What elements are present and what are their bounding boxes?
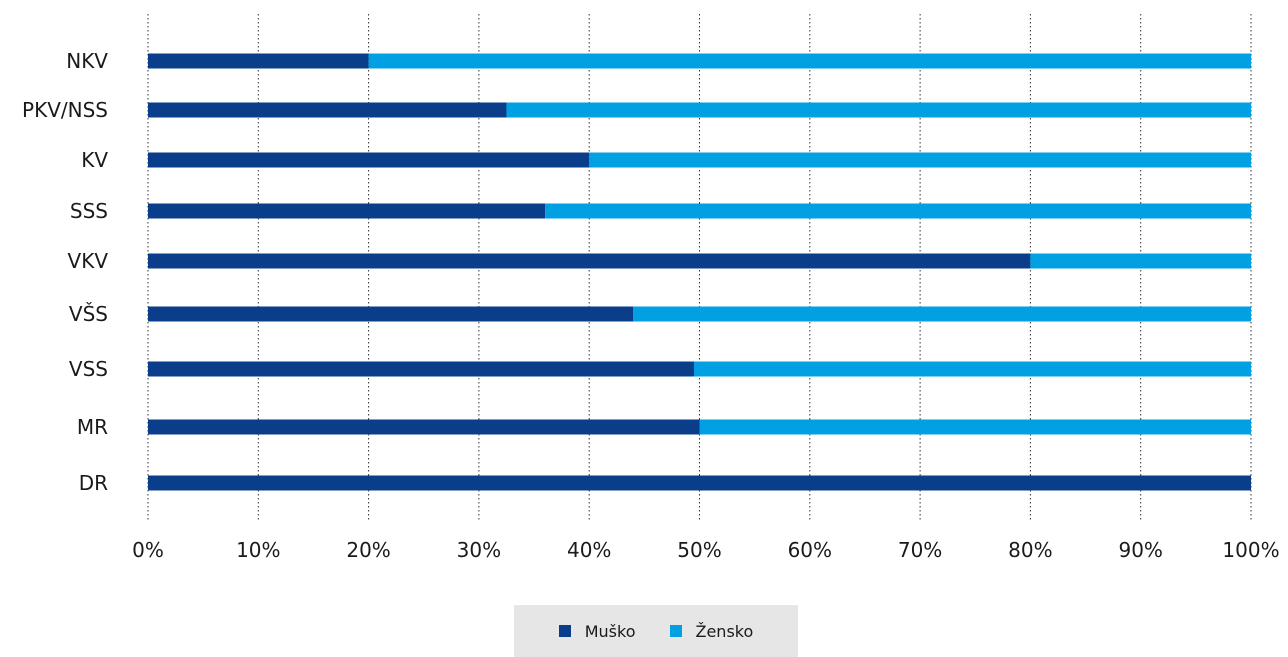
bar-female-nkv (368, 53, 1252, 69)
category-label: SSS (70, 199, 108, 223)
legend-swatch-male (558, 625, 571, 637)
bar-male-vs (148, 306, 634, 322)
category-label: KV (81, 148, 108, 172)
x-tick-label: 30% (457, 538, 501, 562)
category-label: VSS (69, 357, 108, 381)
legend-swatch-female (669, 625, 682, 637)
bar-male-dr (148, 475, 1251, 491)
bar-female-vkv (1030, 253, 1251, 269)
category-labels: NKV PKV/NSS KV SSS VKV VŠS VSS MR DR (22, 49, 108, 495)
category-label: MR (77, 415, 108, 439)
legend-item-male: Muško (558, 621, 636, 641)
category-label: DR (79, 471, 108, 495)
bar-female-vs (633, 306, 1251, 322)
legend-label-female: Žensko (695, 621, 754, 641)
bar-female-kv (589, 152, 1251, 168)
bar-male-mr (148, 419, 700, 435)
category-label: VKV (68, 249, 109, 273)
x-tick-label: 0% (132, 538, 164, 562)
x-tick-label: 50% (677, 538, 721, 562)
bar-female-sss (545, 203, 1251, 219)
bar-male-vss (148, 361, 694, 377)
bar-female-pkvnss (506, 102, 1252, 118)
legend-item-female: Žensko (669, 621, 754, 641)
x-tick-label: 80% (1008, 538, 1052, 562)
x-tick-label: 100% (1222, 538, 1279, 562)
x-tick-label: 40% (567, 538, 611, 562)
x-tick-labels: 0% 10% 20% 30% 40% 50% 60% 70% 80% 90% 100% (132, 538, 1279, 562)
bar-female-mr (699, 419, 1251, 435)
bar-female-vss (693, 361, 1251, 377)
bar-male-nkv (148, 53, 369, 69)
x-tick-label: 60% (788, 538, 832, 562)
x-tick-label: 10% (236, 538, 280, 562)
x-tick-label: 70% (898, 538, 942, 562)
x-tick-label: 90% (1118, 538, 1162, 562)
legend: Muško Žensko (514, 605, 798, 657)
x-tick-label: 20% (346, 538, 390, 562)
bars (148, 53, 1252, 491)
bar-male-vkv (148, 253, 1031, 269)
category-label: NKV (66, 49, 108, 73)
legend-label-male: Muško (584, 621, 636, 641)
category-label: VŠS (69, 302, 108, 326)
stacked-bar-chart: NKV PKV/NSS KV SSS VKV VŠS VSS MR DR 0% 10% 20% 30%… (22, 14, 1280, 562)
category-label: PKV/NSS (22, 98, 108, 122)
bar-male-kv (148, 152, 590, 168)
bar-male-pkvnss (148, 102, 507, 118)
bar-male-sss (148, 203, 546, 219)
